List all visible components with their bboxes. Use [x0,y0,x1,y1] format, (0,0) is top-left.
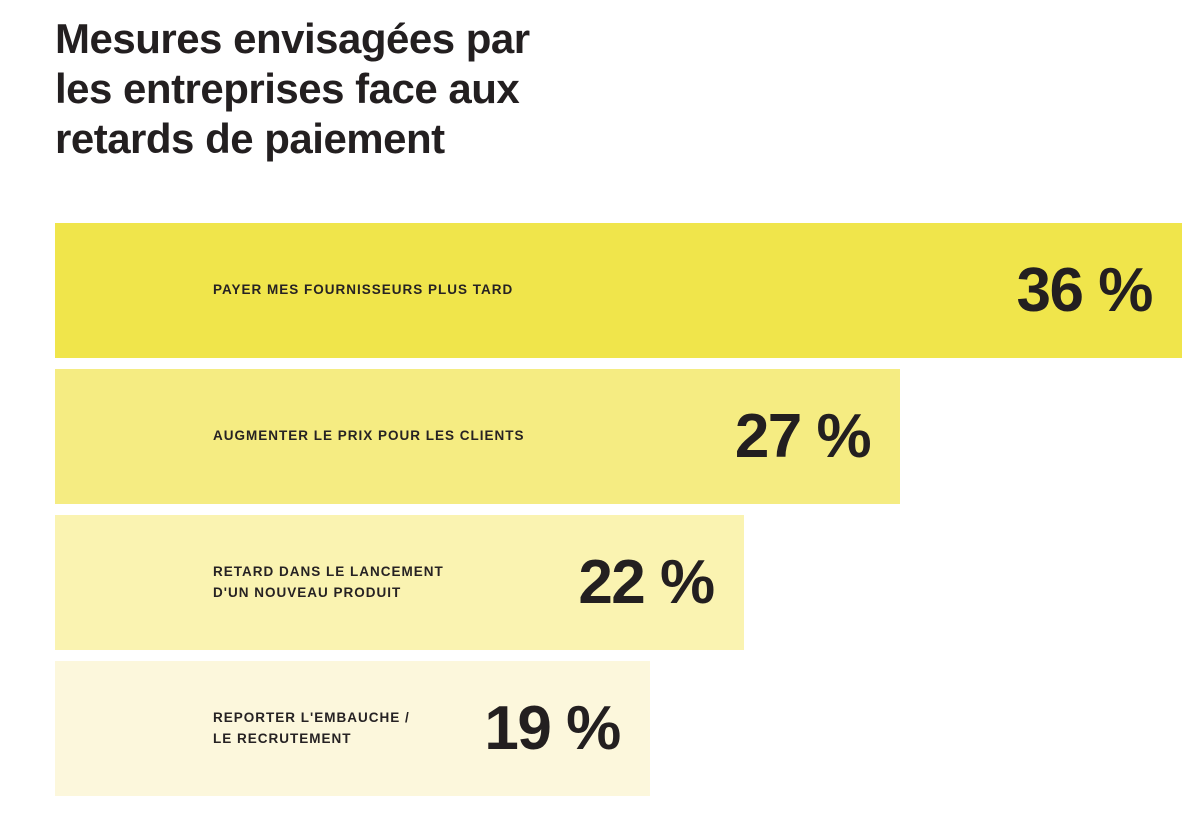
bar-label: PAYER MES FOURNISSEURS PLUS TARD [213,282,514,298]
bar-label: REPORTER L'EMBAUCHE / LE RECRUTEMENT [213,710,410,746]
bar-value: 27 % [734,402,872,471]
bar-payer-fournisseurs-plus-tard: PAYER MES FOURNISSEURS PLUS TARD 36 % [55,223,1182,358]
bar-value: 19 % [484,694,621,763]
bar-value: 22 % [578,548,715,617]
bar-value: 36 % [1016,256,1154,325]
chart-title: Mesures envisagées par les entreprises f… [55,15,530,162]
bar-label: RETARD DANS LE LANCEMENT D'UN NOUVEAU PR… [213,564,444,600]
bar-label: AUGMENTER LE PRIX POUR LES CLIENTS [213,428,525,444]
bar-chart: PAYER MES FOURNISSEURS PLUS TARD 36 % AU… [55,223,1185,796]
bar-retard-lancement-produit: RETARD DANS LE LANCEMENT D'UN NOUVEAU PR… [55,515,744,650]
bar-reporter-embauche-recrutement: REPORTER L'EMBAUCHE / LE RECRUTEMENT 19 … [55,661,650,796]
bar-augmenter-prix-clients: AUGMENTER LE PRIX POUR LES CLIENTS 27 % [55,369,901,504]
